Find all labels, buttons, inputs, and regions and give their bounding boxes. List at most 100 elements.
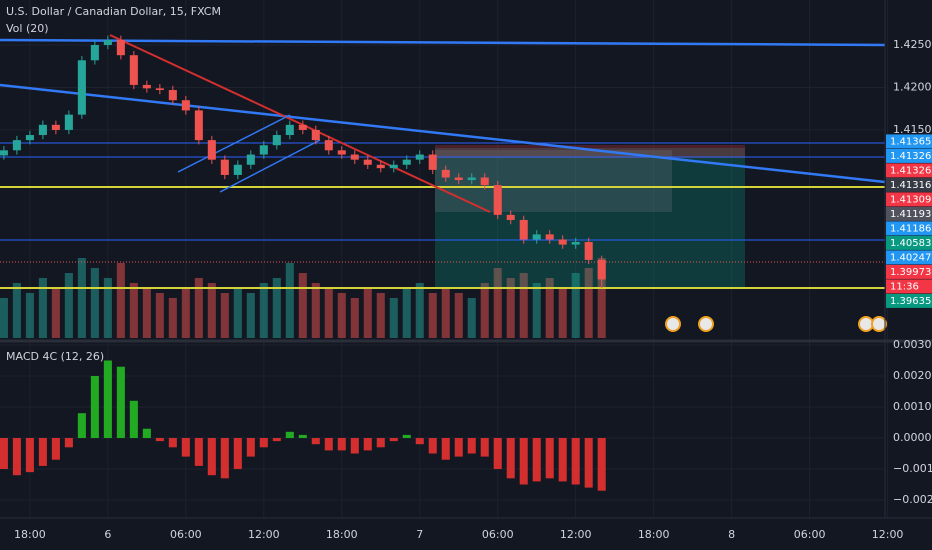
volume-bar (246, 293, 255, 338)
candle-body (545, 234, 554, 240)
macd-bar (259, 438, 268, 448)
macd-bar (38, 438, 47, 466)
macd-bar (584, 438, 593, 488)
event-icon[interactable] (871, 316, 887, 332)
macd-bar (129, 400, 138, 439)
volume-bar (142, 288, 151, 338)
trend-line (0, 83, 886, 184)
candle-body (285, 124, 294, 136)
price-label-box (886, 250, 932, 265)
candle-body (90, 45, 99, 61)
volume-bar (402, 288, 411, 338)
event-icon[interactable] (665, 316, 681, 332)
volume-bar (220, 293, 229, 338)
candle-body (103, 39, 112, 46)
macd-bar (285, 431, 294, 439)
macd-bar (194, 438, 203, 466)
event-icon[interactable] (858, 316, 874, 332)
candle-body (597, 259, 606, 280)
volume-bar (350, 298, 359, 338)
price-label: 11:36 (890, 281, 919, 292)
volume-bar (181, 288, 190, 338)
candle-body (493, 185, 502, 215)
volume-bar (38, 278, 47, 338)
volume-bar (168, 298, 177, 338)
volume-bar (493, 268, 502, 338)
price-label: 1.40247 (890, 252, 931, 263)
loss-zone (435, 145, 745, 158)
macd-bar (454, 438, 463, 457)
price-label-box (886, 293, 932, 308)
volume-bar (90, 268, 99, 338)
macd-bar (597, 438, 606, 491)
candle-body (311, 129, 320, 141)
macd-bar (506, 438, 515, 479)
price-label: 1.40583 (890, 238, 931, 249)
volume-bar (233, 288, 242, 338)
candle-body (519, 219, 528, 240)
candle-body (415, 154, 424, 160)
volume-bar (259, 283, 268, 338)
candle-body (584, 242, 593, 260)
volume-layer (0, 258, 606, 338)
price-label-box (886, 134, 932, 149)
candle-body (350, 154, 359, 160)
candle-body (77, 60, 86, 115)
x-tick-label: 12:00 (872, 528, 904, 541)
price-label: 1.41326 (890, 165, 931, 176)
candle-body (116, 39, 125, 56)
y-tick-label: 1.42000 (893, 80, 932, 93)
candle-body (259, 145, 268, 155)
candle-body (181, 100, 190, 111)
volume-bar (532, 283, 541, 338)
macd-bar (51, 438, 60, 460)
macd-bar (155, 438, 164, 442)
channel-line (177, 114, 291, 173)
volume-bar (77, 258, 86, 338)
candle-body (272, 135, 281, 146)
x-tick-label: 18:00 (326, 528, 358, 541)
volume-bar (51, 288, 60, 338)
price-label: 1.41186 (890, 223, 931, 234)
x-tick-label: 18:00 (638, 528, 670, 541)
x-tick-label: 8 (728, 528, 735, 541)
volume-bar (207, 283, 216, 338)
candle-body (12, 140, 21, 151)
volume-bar (428, 293, 437, 338)
x-tick-label: 12:00 (248, 528, 280, 541)
price-label: 1.39635 (890, 296, 931, 307)
volume-bar (324, 288, 333, 338)
volume-bar (389, 298, 398, 338)
candle-body (441, 169, 450, 178)
volume-bar (558, 288, 567, 338)
candle-body (155, 88, 164, 91)
macd-bar (246, 438, 255, 457)
candle-body (389, 164, 398, 169)
candle-body (220, 159, 229, 175)
macd-bar (545, 438, 554, 479)
macd-bar (298, 434, 307, 439)
volume-bar (337, 293, 346, 338)
volume-bar (597, 258, 606, 338)
volume-bar (285, 263, 294, 338)
price-label-box (886, 264, 932, 279)
event-icon[interactable] (698, 316, 714, 332)
candle-body (480, 177, 489, 186)
candles (0, 35, 606, 288)
price-labels: 1.41365 1.41326 1.41326 1.41316 1.41309 1.411… (886, 134, 932, 308)
candle-body (0, 150, 8, 156)
volume-bar (298, 273, 307, 338)
macd-title: MACD 4C (12, 26) (6, 350, 104, 363)
x-tick-label: 18:00 (14, 528, 46, 541)
candle-body (571, 242, 580, 245)
x-tick-label: 06:00 (482, 528, 514, 541)
volume-bar (376, 293, 385, 338)
grid (0, 0, 889, 518)
macd-bar (0, 438, 8, 470)
